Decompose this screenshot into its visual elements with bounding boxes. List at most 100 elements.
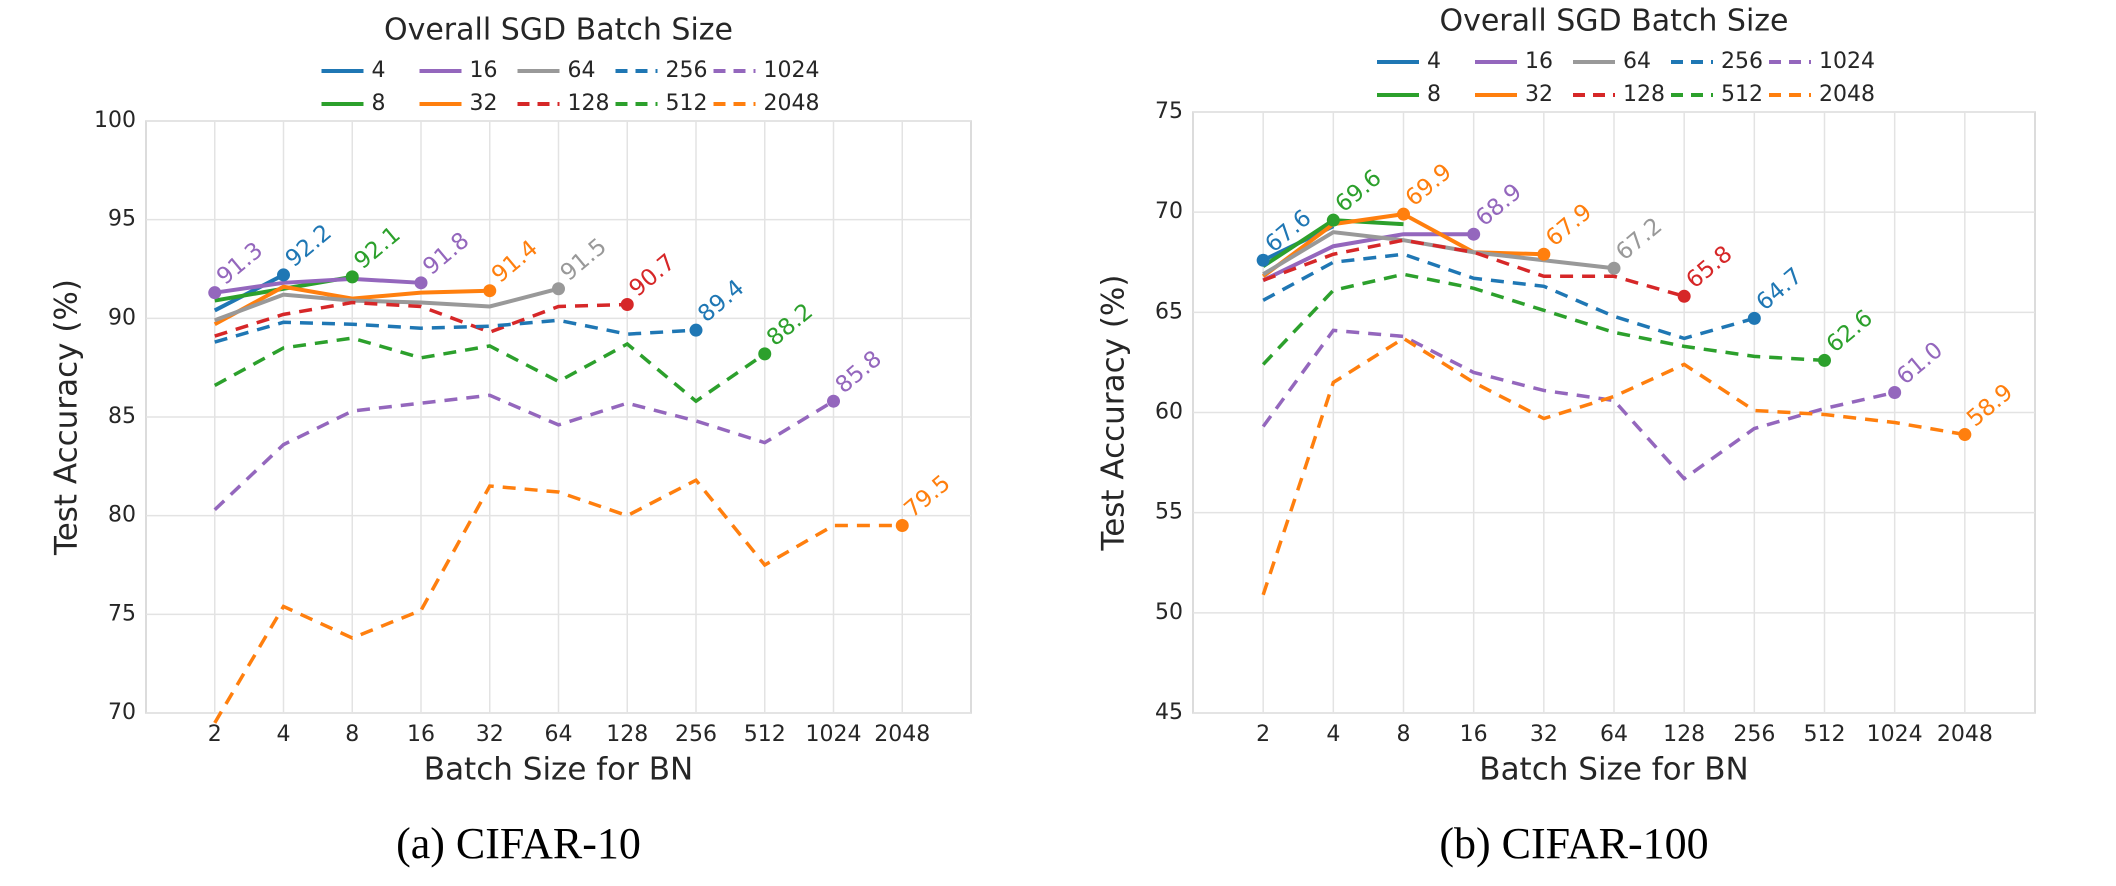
highlight-marker bbox=[483, 284, 497, 298]
x-tick-label: 2 bbox=[208, 722, 222, 747]
x-tick-label: 4 bbox=[1326, 722, 1340, 747]
series-line bbox=[1261, 328, 1896, 481]
highlight-marker bbox=[345, 270, 359, 284]
legend-label: 8 bbox=[1427, 82, 1441, 107]
legend-label: 256 bbox=[1721, 49, 1763, 74]
legend-label: 256 bbox=[666, 58, 708, 83]
series-line bbox=[1261, 336, 1966, 596]
y-tick-label: 50 bbox=[1155, 600, 1183, 625]
x-tick-label: 2 bbox=[1256, 722, 1270, 747]
series-line bbox=[214, 318, 697, 344]
x-tick-label: 64 bbox=[1600, 722, 1628, 747]
legend-label: 32 bbox=[470, 91, 498, 116]
legend-label: 2048 bbox=[1819, 82, 1875, 107]
highlight-marker bbox=[277, 268, 290, 282]
y-tick-label: 75 bbox=[108, 601, 136, 626]
highlight-marker bbox=[1677, 289, 1691, 303]
x-tick-label: 4 bbox=[277, 722, 291, 747]
x-tick-label: 1024 bbox=[1867, 722, 1923, 747]
highlight-marker bbox=[1607, 261, 1621, 275]
y-tick-label: 55 bbox=[1155, 500, 1183, 525]
y-tick-label: 90 bbox=[108, 305, 136, 330]
legend-label: 128 bbox=[1623, 82, 1665, 107]
series-line bbox=[213, 336, 766, 404]
y-axis-label: Test Accuracy (%) bbox=[1096, 275, 1132, 552]
legend-label: 4 bbox=[372, 58, 386, 83]
series-line bbox=[214, 276, 422, 295]
legend-label: 2048 bbox=[764, 91, 820, 116]
legend-label: 64 bbox=[1623, 49, 1651, 74]
x-tick-label: 2048 bbox=[874, 722, 930, 747]
legend-label: 1024 bbox=[1819, 49, 1875, 74]
highlight-marker bbox=[1467, 227, 1481, 241]
legend-label: 16 bbox=[1525, 49, 1553, 74]
legend-label: 8 bbox=[372, 91, 386, 116]
legend-label: 128 bbox=[568, 91, 610, 116]
series-line bbox=[213, 477, 903, 724]
x-tick-label: 2048 bbox=[1937, 722, 1993, 747]
x-axis-label: Batch Size for BN bbox=[424, 752, 693, 788]
legend-label: 4 bbox=[1427, 49, 1441, 74]
x-tick-label: 512 bbox=[1804, 722, 1846, 747]
highlight-marker bbox=[414, 276, 428, 290]
x-tick-label: 32 bbox=[476, 722, 504, 747]
x-tick-label: 8 bbox=[1397, 722, 1411, 747]
legend-label: 32 bbox=[1525, 82, 1553, 107]
highlight-marker bbox=[758, 347, 772, 361]
legend-label: 512 bbox=[1721, 82, 1763, 107]
legend-title: Overall SGD Batch Size bbox=[384, 13, 733, 48]
x-tick-label: 16 bbox=[407, 722, 435, 747]
highlight-marker bbox=[1888, 385, 1902, 399]
series-line bbox=[213, 393, 835, 512]
y-tick-label: 95 bbox=[108, 207, 136, 232]
highlight-marker bbox=[620, 298, 634, 312]
series-line bbox=[1261, 272, 1825, 366]
y-tick-label: 100 bbox=[94, 108, 136, 133]
series-line bbox=[214, 286, 560, 323]
x-tick-label: 64 bbox=[545, 722, 573, 747]
highlight-marker bbox=[1537, 247, 1551, 261]
highlight-marker bbox=[689, 323, 703, 337]
series-line bbox=[1262, 238, 1685, 298]
y-tick-label: 75 bbox=[1155, 99, 1183, 124]
y-tick-label: 45 bbox=[1155, 700, 1183, 725]
x-tick-label: 256 bbox=[675, 722, 717, 747]
x-tick-label: 1024 bbox=[806, 722, 862, 747]
x-tick-label: 16 bbox=[1460, 722, 1488, 747]
highlight-marker bbox=[1747, 311, 1761, 325]
x-tick-label: 8 bbox=[345, 722, 359, 747]
legend-title: Overall SGD Batch Size bbox=[1439, 4, 1788, 39]
legend-label: 64 bbox=[568, 58, 596, 83]
x-tick-label: 512 bbox=[744, 722, 786, 747]
caption: (a) CIFAR-10 bbox=[396, 819, 641, 868]
y-axis-label: Test Accuracy (%) bbox=[49, 279, 85, 556]
x-tick-label: 256 bbox=[1733, 722, 1775, 747]
highlight-marker bbox=[895, 519, 909, 533]
highlight-marker bbox=[1326, 213, 1340, 227]
highlight-marker bbox=[1397, 207, 1410, 221]
legend-label: 1024 bbox=[764, 58, 820, 83]
series-line bbox=[1262, 252, 1755, 341]
highlight-marker bbox=[1958, 428, 1972, 442]
x-tick-label: 128 bbox=[606, 722, 648, 747]
x-axis-label: Batch Size for BN bbox=[1479, 752, 1748, 788]
y-tick-label: 70 bbox=[1155, 199, 1183, 224]
caption: (b) CIFAR-100 bbox=[1439, 819, 1708, 868]
series-line bbox=[214, 300, 628, 338]
highlight-marker bbox=[1256, 253, 1270, 267]
highlight-marker bbox=[552, 282, 565, 296]
highlight-marker bbox=[208, 286, 222, 300]
highlight-marker bbox=[1818, 353, 1831, 367]
x-tick-label: 32 bbox=[1530, 722, 1558, 747]
y-tick-label: 60 bbox=[1155, 400, 1183, 425]
legend-label: 16 bbox=[470, 58, 498, 83]
x-tick-label: 128 bbox=[1663, 722, 1705, 747]
y-tick-label: 85 bbox=[108, 404, 136, 429]
highlight-marker bbox=[827, 394, 840, 408]
y-tick-label: 80 bbox=[108, 503, 136, 528]
legend-label: 512 bbox=[666, 91, 708, 116]
y-tick-label: 65 bbox=[1155, 299, 1183, 324]
y-tick-label: 70 bbox=[108, 700, 136, 725]
